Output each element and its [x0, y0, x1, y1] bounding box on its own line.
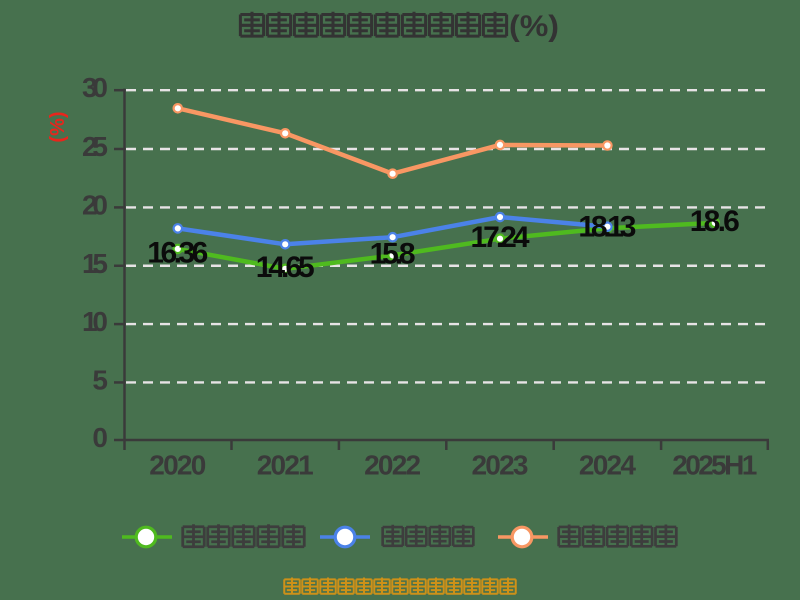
svg-text:15.8: 15.8	[370, 238, 416, 271]
svg-text:14.65: 14.65	[256, 251, 315, 284]
svg-text:20: 20	[82, 189, 108, 220]
svg-text:2022: 2022	[364, 450, 421, 481]
svg-text:10: 10	[82, 306, 108, 337]
svg-text:17.24: 17.24	[471, 221, 530, 254]
svg-text:2023: 2023	[472, 450, 529, 481]
svg-text:2021: 2021	[257, 450, 314, 481]
svg-text:18.6: 18.6	[690, 205, 740, 238]
svg-text:2020: 2020	[149, 450, 206, 481]
svg-text:30: 30	[82, 72, 108, 103]
svg-text:(%): (%)	[509, 10, 559, 43]
svg-text:0: 0	[92, 422, 108, 453]
svg-text:16.36: 16.36	[147, 237, 208, 270]
svg-text:5: 5	[92, 364, 108, 395]
svg-text:18.13: 18.13	[578, 211, 636, 244]
svg-text:2025H1: 2025H1	[672, 450, 757, 481]
svg-text:(%): (%)	[47, 111, 69, 142]
svg-text:2024: 2024	[579, 450, 636, 481]
svg-text:15: 15	[82, 248, 108, 279]
svg-text:25: 25	[82, 131, 108, 162]
